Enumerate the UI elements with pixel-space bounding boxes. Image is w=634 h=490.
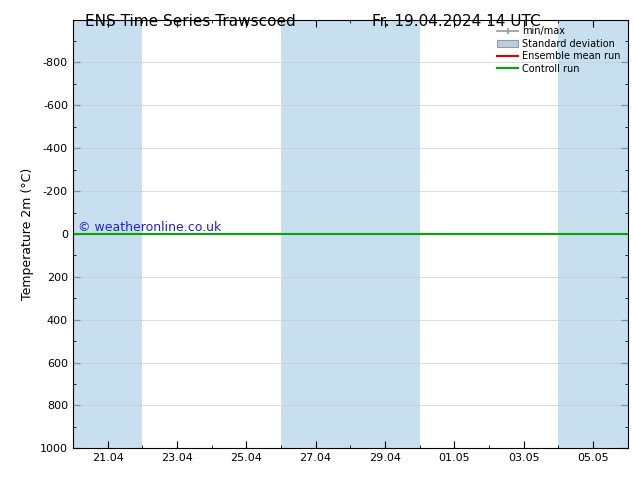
Text: Fr. 19.04.2024 14 UTC: Fr. 19.04.2024 14 UTC [372, 14, 541, 29]
Y-axis label: Temperature 2m (°C): Temperature 2m (°C) [22, 168, 34, 300]
Bar [73, 20, 142, 448]
Text: © weatheronline.co.uk: © weatheronline.co.uk [79, 221, 222, 234]
Legend: min/max, Standard deviation, Ensemble mean run, Controll run: min/max, Standard deviation, Ensemble me… [495, 24, 623, 75]
Bar [350, 20, 420, 448]
Bar [559, 20, 628, 448]
Text: ENS Time Series Trawscoed: ENS Time Series Trawscoed [85, 14, 295, 29]
Bar [281, 20, 350, 448]
